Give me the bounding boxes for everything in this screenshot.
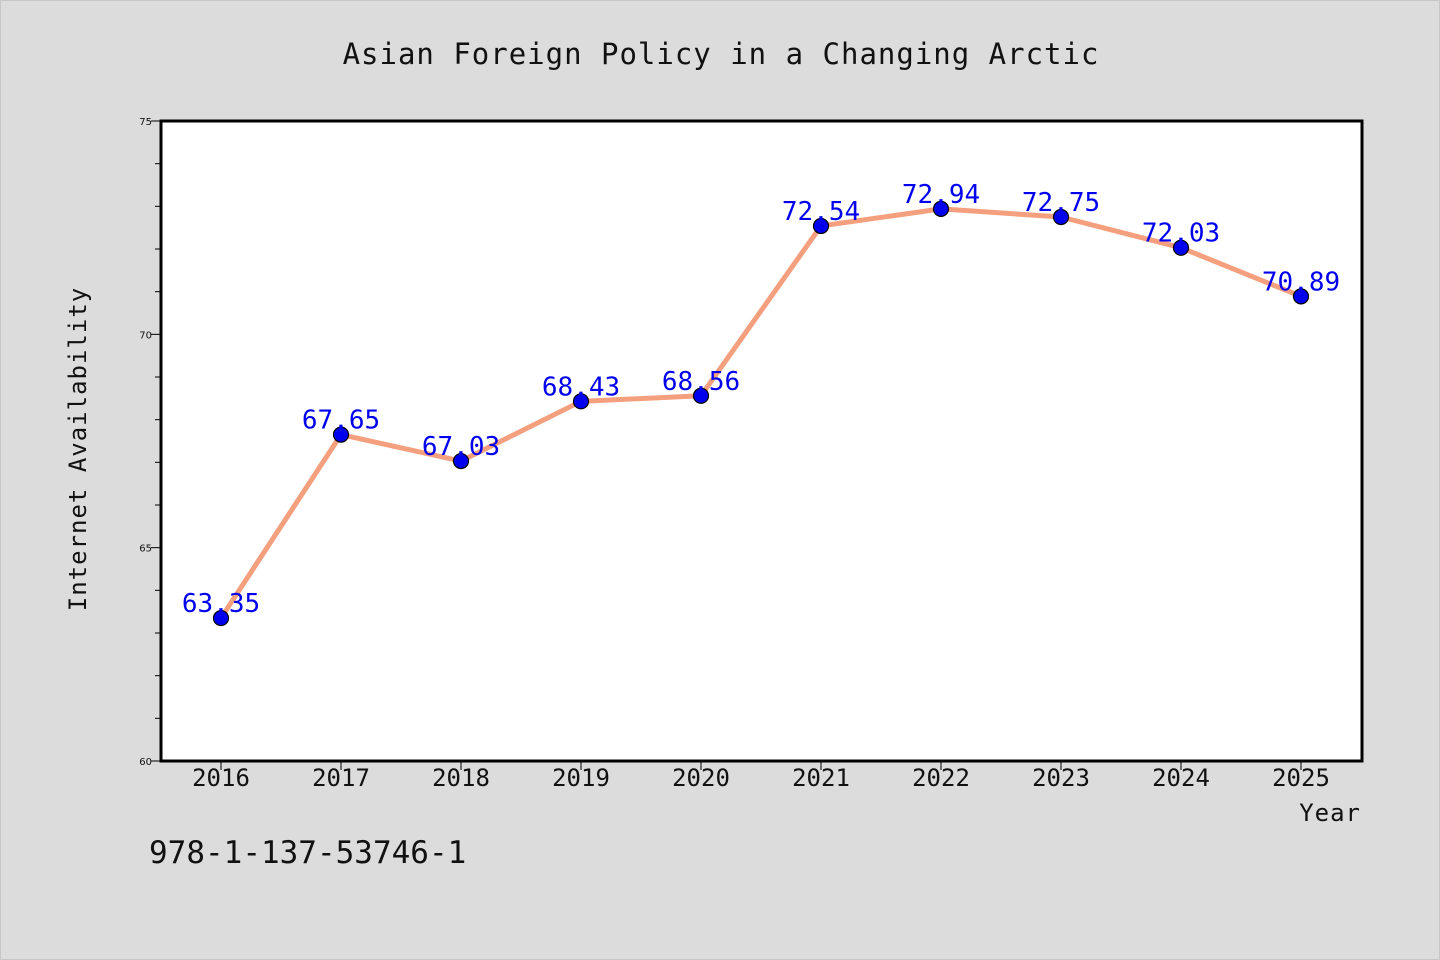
data-label: 68.43 bbox=[542, 372, 620, 402]
x-tick-label: 2023 bbox=[1032, 764, 1090, 792]
x-tick-label: 2025 bbox=[1272, 764, 1330, 792]
series-group bbox=[212, 200, 1310, 627]
y-axis-label: Internet Availability bbox=[64, 287, 92, 611]
chart-title: Asian Foreign Policy in a Changing Arcti… bbox=[342, 37, 1100, 71]
y-tick-label: 65 bbox=[139, 544, 152, 555]
data-label: 72.94 bbox=[902, 180, 980, 210]
y-tick-label: 75 bbox=[139, 117, 152, 128]
x-tick-label: 2022 bbox=[912, 764, 970, 792]
data-point bbox=[1052, 208, 1070, 226]
data-point bbox=[332, 426, 350, 443]
data-point bbox=[812, 217, 830, 235]
x-axis: 2016 2017 2018 2019 2020 2021 2022 2023 2024 2025 bbox=[192, 761, 1330, 792]
data-point bbox=[452, 452, 470, 470]
data-label: 68.56 bbox=[662, 367, 740, 397]
data-point bbox=[692, 387, 710, 404]
x-tick-label: 2016 bbox=[192, 764, 250, 792]
data-labels: 63.35 67.65 67.03 68.43 68.56 72.54 72.94 72.75… bbox=[182, 180, 1340, 619]
data-label: 67.65 bbox=[302, 406, 380, 436]
x-tick-label: 2019 bbox=[552, 764, 610, 792]
y-tick-label: 70 bbox=[139, 330, 152, 341]
data-label: 72.54 bbox=[782, 197, 860, 227]
x-tick-label: 2018 bbox=[432, 764, 490, 792]
x-tick-label: 2020 bbox=[672, 764, 730, 792]
isbn-text: 978-1-137-53746-1 bbox=[149, 835, 467, 871]
data-label: 72.03 bbox=[1142, 219, 1220, 249]
y-tick-label: 60 bbox=[139, 757, 152, 768]
data-label: 72.75 bbox=[1022, 188, 1100, 218]
x-tick-label: 2017 bbox=[312, 764, 370, 792]
data-label: 67.03 bbox=[422, 432, 500, 462]
data-label: 70.89 bbox=[1262, 267, 1340, 297]
data-label: 63.35 bbox=[182, 589, 260, 619]
data-point bbox=[572, 393, 590, 410]
x-tick-label: 2021 bbox=[792, 764, 850, 792]
data-point bbox=[1292, 288, 1310, 305]
y-axis: 60 65 70 75 bbox=[139, 117, 161, 768]
data-point bbox=[212, 609, 230, 627]
data-point bbox=[932, 200, 950, 217]
x-tick-label: 2024 bbox=[1152, 764, 1210, 792]
series-line bbox=[218, 206, 1304, 621]
x-axis-label: Year bbox=[1299, 799, 1361, 827]
data-point bbox=[1172, 239, 1190, 256]
